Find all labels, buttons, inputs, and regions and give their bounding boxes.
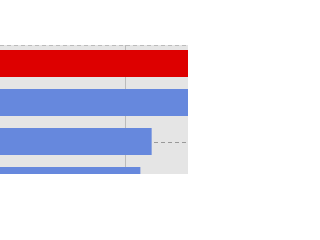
bar bbox=[0, 128, 152, 155]
bar bbox=[0, 50, 188, 77]
bar bbox=[0, 167, 141, 174]
bars bbox=[0, 50, 188, 174]
bar bbox=[0, 89, 188, 116]
chart bbox=[0, 45, 188, 174]
